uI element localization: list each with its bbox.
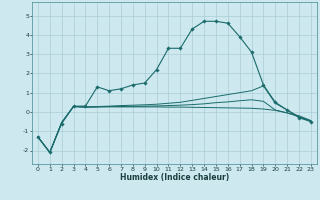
X-axis label: Humidex (Indice chaleur): Humidex (Indice chaleur) (120, 173, 229, 182)
